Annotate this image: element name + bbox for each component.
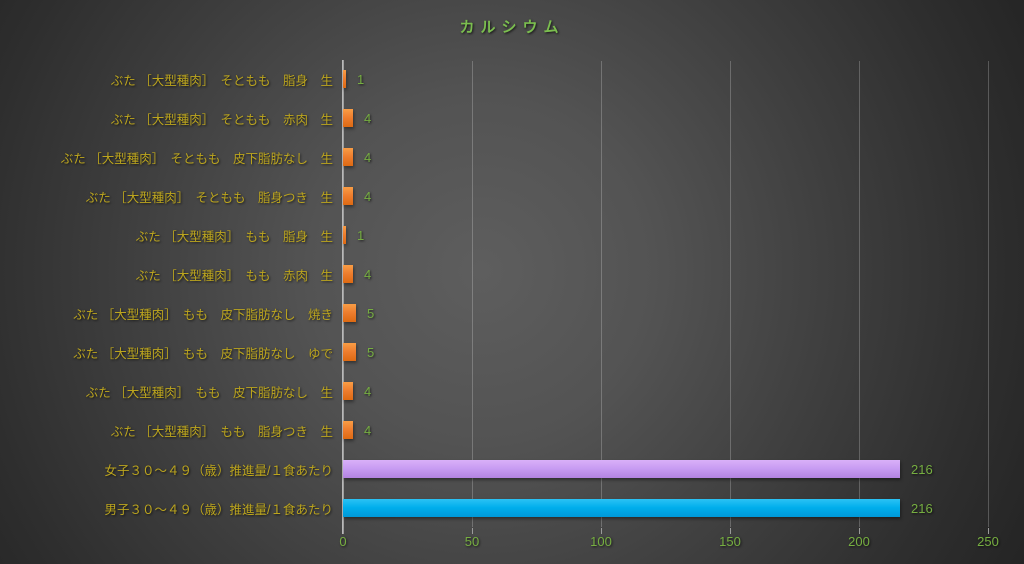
category-label: ぶた ［大型種肉］ もも 脂身 生 — [135, 230, 333, 244]
x-tick-label: 250 — [977, 534, 999, 549]
x-tick-label: 0 — [339, 534, 347, 549]
bar-food — [343, 382, 353, 400]
bar-row: 4 — [343, 411, 988, 450]
category-label: ぶた ［大型種肉］ もも 脂身つき 生 — [110, 425, 333, 439]
bar-food — [343, 226, 346, 244]
category-label: ぶた ［大型種肉］ もも 赤肉 生 — [135, 269, 333, 283]
x-tick-mark — [343, 528, 344, 534]
x-tick-mark — [859, 528, 860, 534]
bar-male_reference — [343, 499, 900, 517]
x-tick-mark — [988, 528, 989, 534]
x-tick-label: 50 — [464, 534, 480, 549]
x-tick-label: 100 — [590, 534, 612, 549]
category-label: 男子３０～４９（歳）推進量/１食あたり — [104, 503, 333, 517]
gridline — [729, 61, 731, 527]
category-label: ぶた ［大型種肉］ そともも 脂身つき 生 — [85, 191, 333, 205]
x-tick-label: 150 — [719, 534, 741, 549]
chart-title: カルシウム — [459, 19, 565, 36]
bar-value-label: 4 — [364, 189, 372, 204]
bar-food — [343, 70, 346, 88]
gridline — [987, 61, 989, 527]
bar-row: 5 — [343, 294, 988, 333]
gridline — [858, 61, 860, 527]
bar-value-label: 4 — [364, 111, 372, 126]
bar-value-label: 5 — [367, 306, 375, 321]
bar-food — [343, 187, 353, 205]
plot-area: 1 4 4 4 1 4 5 5 4 4 216 216 — [343, 60, 989, 528]
bar-row: 4 — [343, 138, 988, 177]
category-label: ぶた ［大型種肉］ もも 皮下脂肪なし 焼き — [73, 308, 333, 322]
bar-food — [343, 304, 356, 322]
category-label: ぶた ［大型種肉］ もも 皮下脂肪なし 生 — [85, 386, 333, 400]
category-label: ぶた ［大型種肉］ そともも 赤肉 生 — [110, 113, 333, 127]
category-label: ぶた ［大型種肉］ そともも 脂身 生 — [110, 74, 333, 88]
bar-value-label: 4 — [364, 150, 372, 165]
x-tick-mark — [472, 528, 473, 534]
bar-food — [343, 421, 353, 439]
category-label: 女子３０～４９（歳）推進量/１食あたり — [104, 464, 333, 478]
bar-value-label: 5 — [367, 345, 375, 360]
x-tick-mark — [730, 528, 731, 534]
bar-row: 1 — [343, 216, 988, 255]
bar-value-label: 216 — [911, 501, 933, 516]
bar-row: 4 — [343, 177, 988, 216]
bar-row: 4 — [343, 255, 988, 294]
bar-value-label: 1 — [357, 228, 365, 243]
bar-value-label: 4 — [364, 423, 372, 438]
bar-value-label: 216 — [911, 462, 933, 477]
gridline — [471, 61, 473, 527]
bar-female_reference — [343, 460, 900, 478]
category-axis-line — [342, 60, 344, 534]
bar-row: 216 — [343, 450, 988, 489]
bar-value-label: 4 — [364, 267, 372, 282]
bar-row: 5 — [343, 333, 988, 372]
bar-row: 1 — [343, 60, 988, 99]
bar-row: 4 — [343, 99, 988, 138]
category-label: ぶた ［大型種肉］ そともも 皮下脂肪なし 生 — [60, 152, 333, 166]
bar-value-label: 1 — [357, 72, 365, 87]
bar-value-label: 4 — [364, 384, 372, 399]
x-tick-mark — [601, 528, 602, 534]
bar-food — [343, 265, 353, 283]
category-label: ぶた ［大型種肉］ もも 皮下脂肪なし ゆで — [73, 347, 333, 361]
bar-food — [343, 109, 353, 127]
x-tick-label: 200 — [848, 534, 870, 549]
bar-row: 216 — [343, 489, 988, 528]
gridline — [600, 61, 602, 527]
bar-food — [343, 148, 353, 166]
bar-row: 4 — [343, 372, 988, 411]
bar-food — [343, 343, 356, 361]
